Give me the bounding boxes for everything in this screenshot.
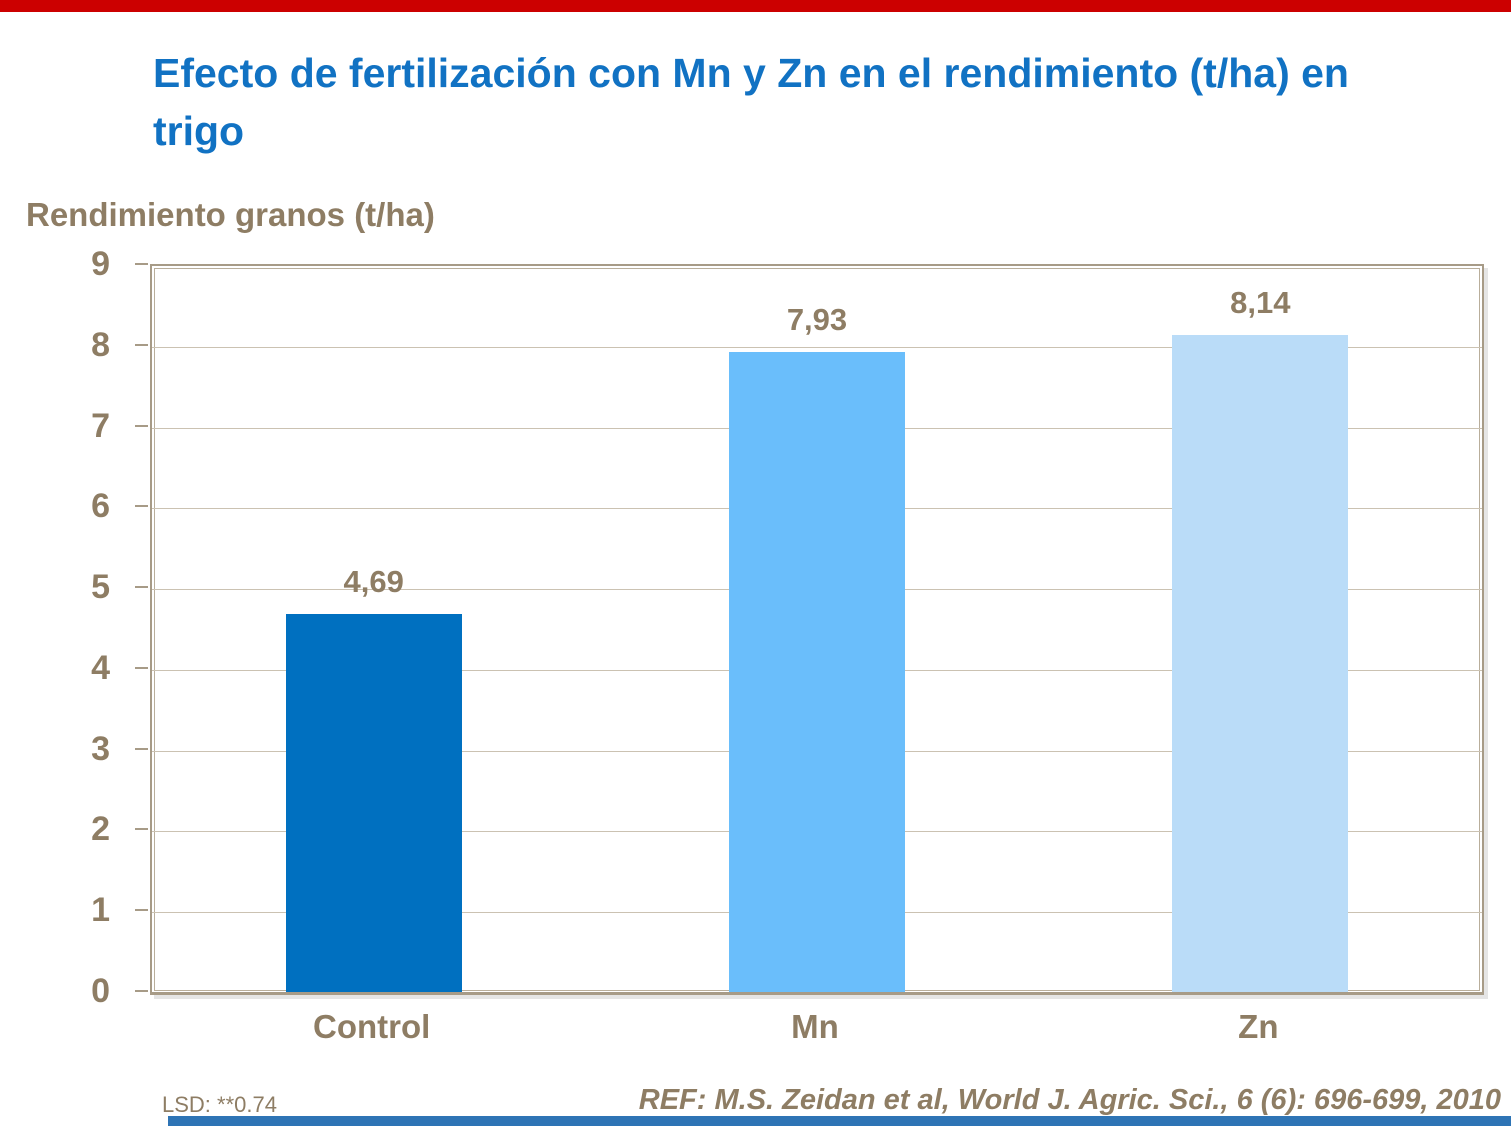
bottom-accent-bar <box>168 1116 1511 1126</box>
y-tick-mark <box>135 666 148 669</box>
bar-value-label: 4,69 <box>343 564 404 600</box>
bar-zn <box>1172 335 1349 993</box>
bar-slot-zn: 8,14 <box>1039 266 1482 993</box>
y-tick-mark <box>135 990 148 992</box>
reference-citation: REF: M.S. Zeidan et al, World J. Agric. … <box>638 1084 1501 1116</box>
bar-value-label: 8,14 <box>1230 285 1291 321</box>
y-tick-label: 0 <box>91 972 110 1010</box>
bar-value-label: 7,93 <box>786 302 848 338</box>
y-tick-label: 4 <box>91 648 110 687</box>
x-category-label-mn: Mn <box>791 1008 839 1045</box>
y-tick-label: 2 <box>91 810 110 849</box>
y-tick-mark <box>135 828 148 831</box>
x-category-label-control: Control <box>313 1008 431 1045</box>
bars-row: 4,69 7,93 8,14 <box>152 266 1482 993</box>
y-tick-label: 5 <box>91 568 110 607</box>
chart-plot-area: 4,69 7,93 8,14 <box>150 264 1484 995</box>
y-tick-label: 1 <box>91 891 110 930</box>
lsd-note: LSD: **0.74 <box>162 1092 277 1117</box>
y-tick-mark <box>135 747 148 750</box>
y-tick-mark <box>135 909 148 912</box>
slide-title: Efecto de fertilización con Mn y Zn en e… <box>153 50 1349 155</box>
x-category-label-zn: Zn <box>1238 1008 1279 1045</box>
gridline <box>152 346 1482 348</box>
bar-slot-control: 4,69 <box>152 266 595 993</box>
x-axis-line <box>150 992 1484 995</box>
y-tick-label: 8 <box>91 325 110 364</box>
y-tick-label: 9 <box>91 245 110 283</box>
y-tick-label: 3 <box>91 729 110 768</box>
top-accent-bar <box>0 0 1511 12</box>
y-tick-mark <box>135 586 148 589</box>
bar-slot-mn: 7,93 <box>595 266 1038 993</box>
y-tick-label: 7 <box>91 406 110 445</box>
y-tick-label: 6 <box>91 487 110 526</box>
y-tick-mark <box>135 263 148 265</box>
x-axis-labels: Control Mn Zn <box>150 1008 1480 1046</box>
y-tick-mark <box>135 424 148 427</box>
bar-mn <box>728 352 905 993</box>
bar-control <box>285 614 462 993</box>
y-tick-mark <box>135 343 148 346</box>
y-axis: 0 1 2 3 4 5 6 7 8 9 <box>0 247 150 1008</box>
y-tick-mark <box>135 505 148 508</box>
y-axis-title: Rendimiento granos (t/ha) <box>26 196 435 233</box>
